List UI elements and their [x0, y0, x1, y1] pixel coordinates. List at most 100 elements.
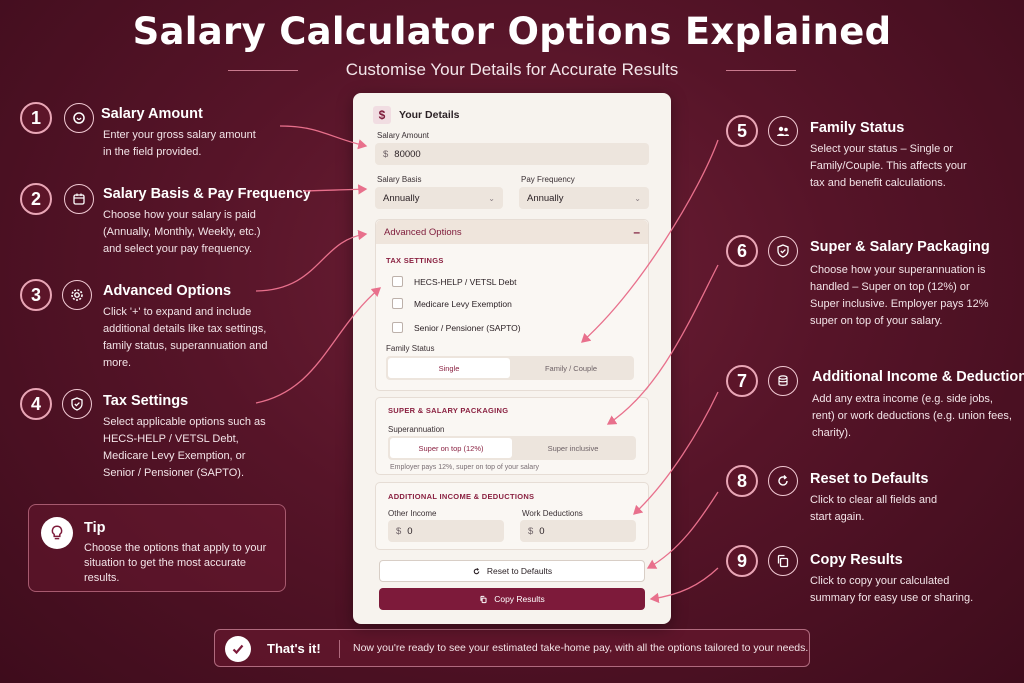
- salary-amount-label: Salary Amount: [377, 131, 430, 140]
- work-deductions-label: Work Deductions: [522, 509, 583, 518]
- step-title: Advanced Options: [103, 283, 232, 299]
- other-income-value: 0: [407, 525, 413, 537]
- super-title: SUPER & SALARY PACKAGING: [388, 406, 509, 415]
- sapto-label: Senior / Pensioner (SAPTO): [414, 323, 521, 333]
- super-option-inclusive[interactable]: Super inclusive: [547, 443, 599, 453]
- medicare-checkbox[interactable]: [392, 298, 403, 309]
- step-title: Family Status: [810, 120, 905, 136]
- sapto-checkbox[interactable]: [392, 322, 403, 333]
- work-deductions-value: 0: [539, 525, 545, 537]
- salary-amount-value: 80000: [394, 148, 421, 160]
- step-number: 9: [726, 545, 758, 577]
- page-subtitle: Customise Your Details for Accurate Resu…: [345, 60, 679, 79]
- step-title: Additional Income & Deductions: [812, 369, 1024, 385]
- calendar-icon: [64, 184, 94, 214]
- hand-coins-icon: [64, 103, 94, 133]
- banner-title: That's it!: [267, 641, 321, 656]
- work-deductions-input[interactable]: $ 0: [520, 520, 636, 542]
- page-title: Salary Calculator Options Explained: [132, 10, 892, 53]
- dollar-icon: $: [373, 106, 391, 124]
- advanced-options-label: Advanced Options: [384, 226, 462, 238]
- tip-title: Tip: [84, 520, 106, 536]
- step-title: Salary Basis & Pay Frequency: [103, 186, 311, 202]
- subtitle-right-rule: [726, 70, 796, 71]
- step-number: 7: [726, 365, 758, 397]
- copy-results-label: Copy Results: [494, 594, 545, 604]
- income-deductions-section: ADDITIONAL INCOME & DEDUCTIONS Other Inc…: [375, 482, 649, 550]
- super-note: Employer pays 12%, super on top of your …: [390, 464, 540, 471]
- check-icon: [225, 636, 251, 662]
- step-number: 5: [726, 115, 758, 147]
- step-title: Super & Salary Packaging: [810, 239, 990, 255]
- reset-icon: [768, 466, 798, 496]
- other-income-label: Other Income: [388, 509, 437, 518]
- family-status-toggle: Single Family / Couple: [386, 356, 634, 380]
- chevron-down-icon: ⌄: [634, 193, 641, 203]
- step-number: 6: [726, 235, 758, 267]
- salary-basis-value: Annually: [383, 192, 420, 204]
- gear-icon: [62, 280, 92, 310]
- currency-symbol: $: [528, 525, 534, 537]
- step-description: Enter your gross salary amount in the fi…: [103, 129, 256, 158]
- tip-text: Choose the options that apply to your si…: [84, 542, 267, 584]
- step-number: 4: [20, 388, 52, 420]
- step-description: Click '+' to expand and include addition…: [103, 306, 268, 369]
- banner-divider: [339, 640, 340, 658]
- other-income-input[interactable]: $ 0: [388, 520, 504, 542]
- family-status-label: Family Status: [386, 344, 435, 353]
- chevron-down-icon: ⌄: [488, 193, 495, 203]
- advanced-options-toggle[interactable]: Advanced Options –: [376, 220, 648, 244]
- shield-check-icon: [62, 389, 92, 419]
- banner-text: Now you're ready to see your estimated t…: [353, 642, 809, 654]
- completion-banner: That's it! Now you're ready to see your …: [214, 629, 810, 667]
- step-number: 8: [726, 465, 758, 497]
- hecs-checkbox[interactable]: [392, 276, 403, 287]
- step-title: Copy Results: [810, 552, 903, 568]
- super-option-on-top[interactable]: Super on top (12%): [390, 438, 512, 458]
- income-title: ADDITIONAL INCOME & DEDUCTIONS: [388, 492, 535, 501]
- step-description: Click to clear all fields and start agai…: [810, 494, 938, 523]
- coins-icon: [768, 366, 798, 396]
- step-description: Choose how your superannuation is handle…: [810, 264, 989, 327]
- hecs-label: HECS-HELP / VETSL Debt: [414, 277, 517, 287]
- super-toggle: Super on top (12%) Super inclusive: [388, 436, 636, 460]
- step-number: 1: [20, 102, 52, 134]
- reset-defaults-label: Reset to Defaults: [486, 566, 553, 576]
- salary-amount-input[interactable]: $ 80000: [375, 143, 649, 165]
- currency-symbol: $: [383, 148, 389, 160]
- super-packaging-section: SUPER & SALARY PACKAGING Superannuation …: [375, 397, 649, 475]
- step-description: Select your status – Single or Family/Co…: [810, 143, 967, 189]
- pay-frequency-value: Annually: [527, 192, 564, 204]
- step-description: Click to copy your calculated summary fo…: [810, 575, 974, 604]
- lightbulb-icon: [41, 517, 73, 549]
- salary-basis-label: Salary Basis: [377, 175, 422, 184]
- subtitle-left-rule: [228, 70, 298, 71]
- family-option-single[interactable]: Single: [388, 358, 510, 378]
- your-details-panel: $ Your Details Salary Amount $ 80000 Sal…: [353, 93, 671, 624]
- reset-defaults-button[interactable]: Reset to Defaults: [379, 560, 645, 582]
- tax-settings-title: TAX SETTINGS: [386, 256, 444, 265]
- salary-basis-select[interactable]: Annually ⌄: [375, 187, 503, 209]
- step-title: Salary Amount: [101, 106, 203, 122]
- step-description: Add any extra income (e.g. side jobs, re…: [812, 393, 1012, 439]
- pay-frequency-label: Pay Frequency: [521, 175, 575, 184]
- shield-check-icon: [768, 236, 798, 266]
- tip-box: Tip Choose the options that apply to you…: [28, 504, 286, 592]
- step-number: 3: [20, 279, 52, 311]
- pay-frequency-select[interactable]: Annually ⌄: [519, 187, 649, 209]
- step-title: Tax Settings: [103, 393, 189, 409]
- step-title: Reset to Defaults: [810, 471, 929, 487]
- copy-results-button[interactable]: Copy Results: [379, 588, 645, 610]
- step-description: Choose how your salary is paid (Annually…: [103, 209, 261, 255]
- step-number: 2: [20, 183, 52, 215]
- copy-icon: [480, 595, 487, 603]
- medicare-label: Medicare Levy Exemption: [414, 299, 512, 309]
- advanced-options-section: Advanced Options – TAX SETTINGS HECS-HEL…: [375, 219, 649, 391]
- reset-icon: [473, 567, 480, 574]
- superannuation-label: Superannuation: [388, 425, 445, 434]
- step-description: Select applicable options such as HECS-H…: [103, 416, 266, 479]
- family-option-couple[interactable]: Family / Couple: [544, 363, 598, 373]
- copy-icon: [768, 546, 798, 576]
- currency-symbol: $: [396, 525, 402, 537]
- users-icon: [768, 116, 798, 146]
